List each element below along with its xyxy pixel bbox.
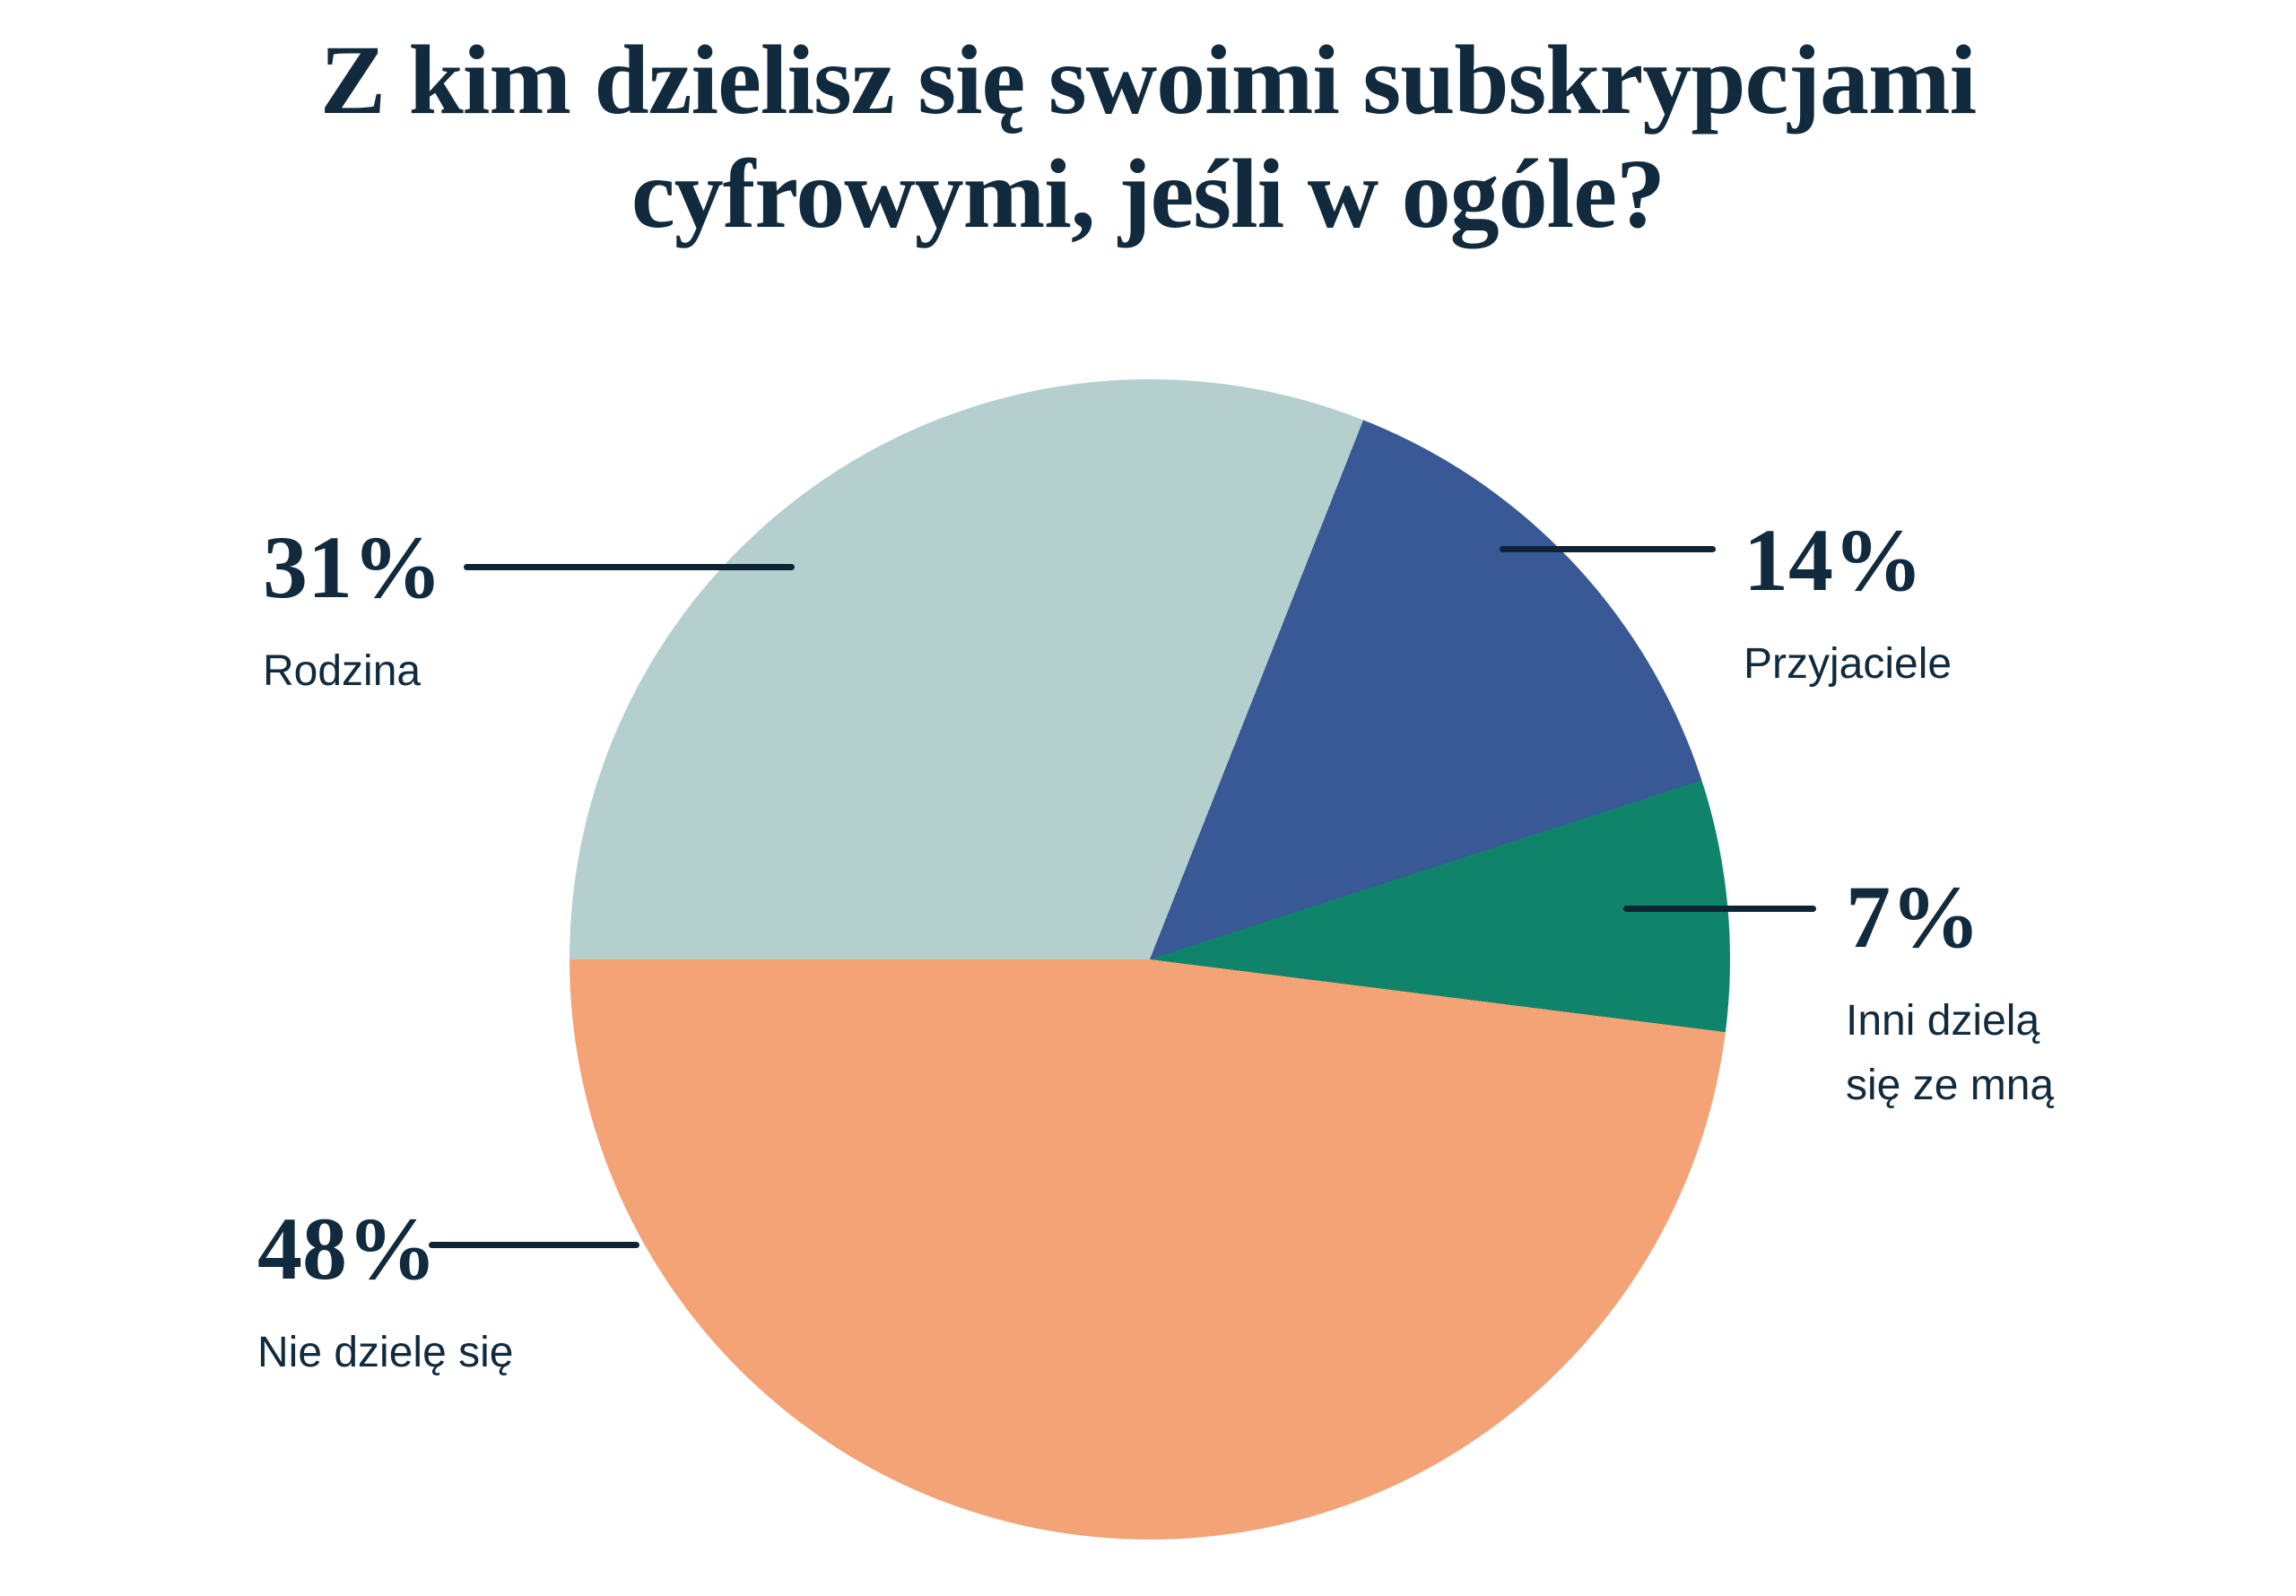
leader-line-przyjaciele bbox=[1500, 546, 1716, 552]
slice-name-label: Rodzina bbox=[263, 647, 422, 695]
callout-inni-dziela: 7% Inni dzielą się ze mną bbox=[1846, 872, 2097, 1118]
pie-chart bbox=[570, 379, 1730, 1540]
callout-nie-dziele: 48% Nie dzielę się bbox=[257, 1204, 513, 1385]
chart-title-line1: Z kim dzielisz się swoimi subskrypcjami bbox=[319, 25, 1977, 134]
chart-title-line2: cyfrowymi, jeśli w ogóle? bbox=[631, 138, 1665, 248]
slice-value-label: 48% bbox=[257, 1199, 437, 1298]
slice-name-label: Nie dzielę się bbox=[257, 1329, 514, 1376]
leader-line-rodzina bbox=[464, 564, 795, 570]
chart-title: Z kim dzielisz się swoimi subskrypcjami c… bbox=[0, 23, 2296, 250]
slice-value-label: 31% bbox=[263, 517, 442, 617]
slice-name-label: Inni dzielą się ze mną bbox=[1846, 997, 2055, 1109]
slice-name-label: Przyjaciele bbox=[1744, 640, 1952, 688]
callout-przyjaciele: 14% Przyjaciele bbox=[1744, 516, 1952, 697]
callout-rodzina: 31% Rodzina bbox=[263, 523, 442, 704]
slice-value-label: 7% bbox=[1846, 867, 1980, 967]
leader-line-inni bbox=[1623, 906, 1816, 912]
leader-line-nie-dziele bbox=[429, 1242, 639, 1248]
slice-value-label: 14% bbox=[1744, 510, 1923, 610]
